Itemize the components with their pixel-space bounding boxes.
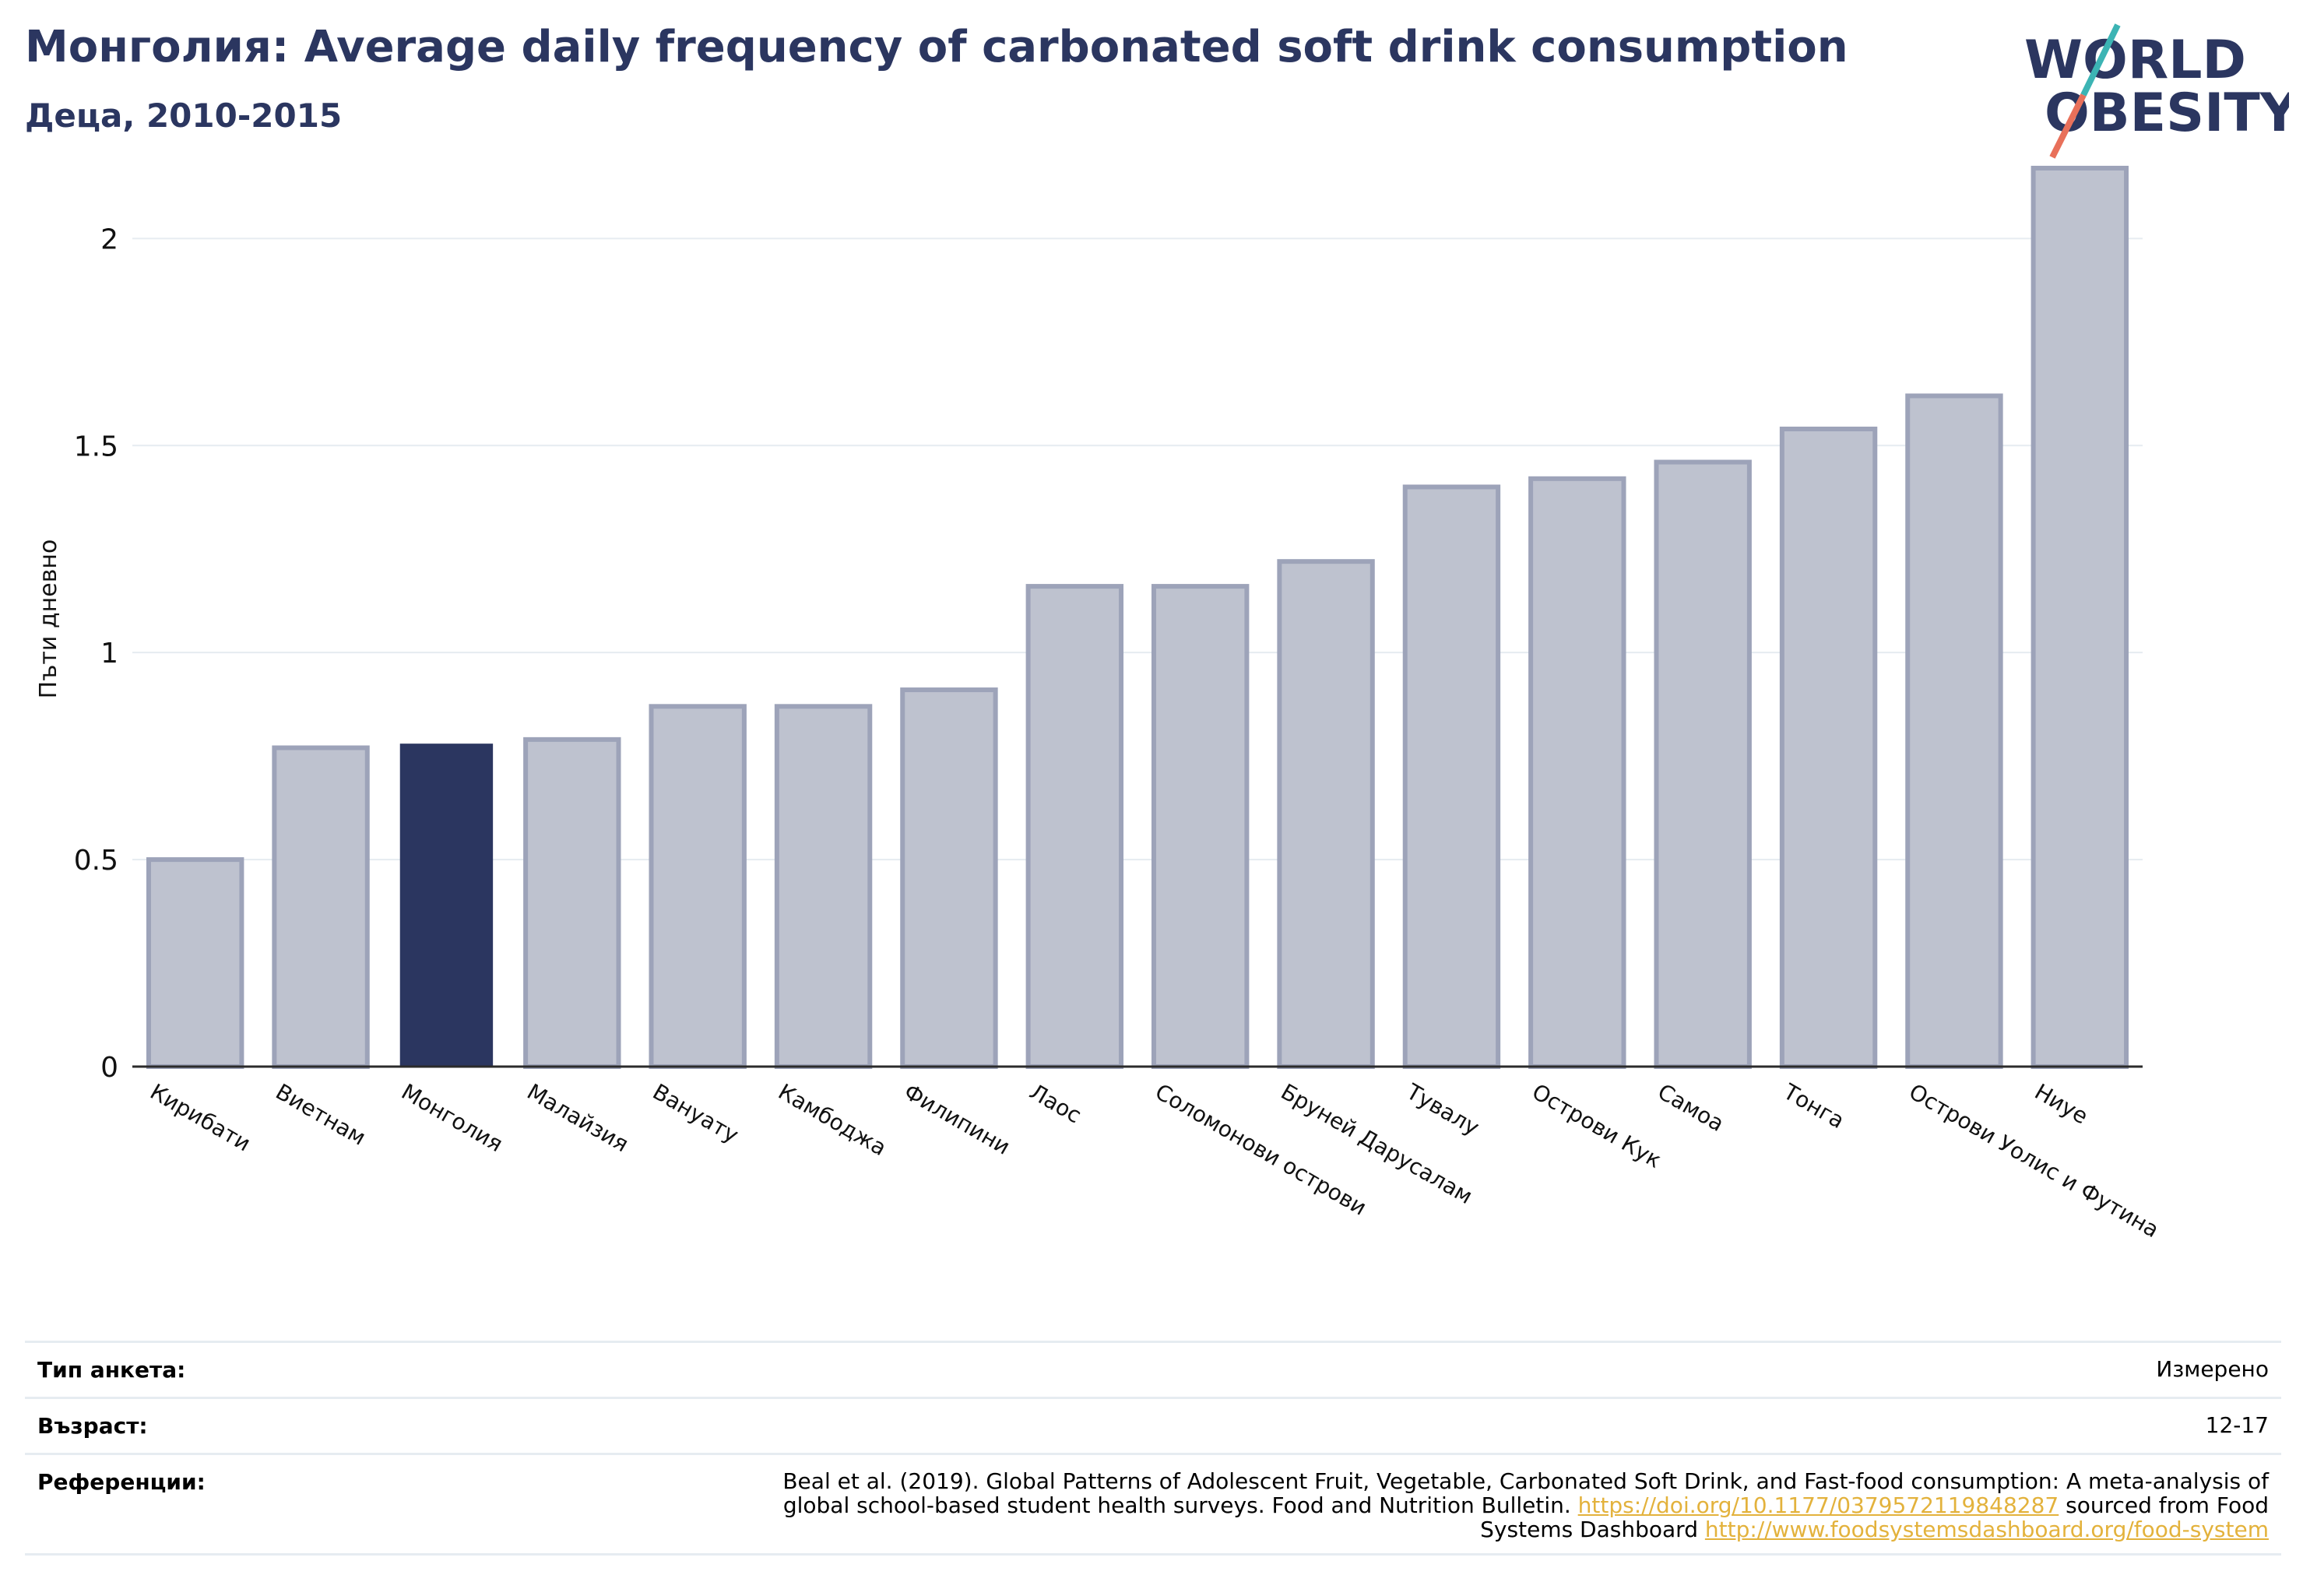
footer-row-age: Възраст: 12-17 xyxy=(25,1397,2281,1453)
footer-row-survey: Тип анкета: Измерено xyxy=(25,1341,2281,1397)
x-tick-label: Острови Уолис и Футина xyxy=(1904,1078,2163,1243)
references-label: Референции: xyxy=(37,1469,206,1495)
x-tick-label: Лаос xyxy=(1025,1078,1086,1128)
y-tick-label: 0.5 xyxy=(74,845,118,877)
chart-footer: Тип анкета: Измерено Възраст: 12-17 Рефе… xyxy=(25,1341,2281,1556)
bar xyxy=(1025,584,1124,1069)
world-obesity-logo: WORLD OBESITY xyxy=(2024,23,2289,159)
chart-subtitle: Деца, 2010-2015 xyxy=(25,97,343,135)
survey-type-label: Тип анкета: xyxy=(37,1357,186,1383)
bar xyxy=(1654,459,1752,1069)
y-tick-label: 1 xyxy=(100,638,118,670)
logo-text-world: WORLD xyxy=(2024,30,2246,91)
footer-row-references: Референции: Beal et al. (2019). Global P… xyxy=(25,1453,2281,1556)
survey-type-value: Измерено xyxy=(2156,1356,2269,1382)
bar xyxy=(900,687,998,1070)
bar xyxy=(1151,584,1250,1069)
x-tick-label: Вануату xyxy=(649,1078,744,1148)
x-tick-label: Тувалу xyxy=(1401,1078,1484,1141)
x-tick-label: Виетнам xyxy=(272,1078,371,1150)
logo-slash-bottom xyxy=(2049,93,2087,159)
x-tick-label: Тонга xyxy=(1778,1078,1848,1134)
x-axis-ticks: Кирибати Виетнам Монголия Малайзия Вануату Ка… xyxy=(146,1078,2163,1243)
bar xyxy=(523,736,621,1069)
y-axis-ticks: 0 0.5 1 1.5 2 xyxy=(74,223,118,1084)
bar xyxy=(1779,427,1878,1069)
y-axis-label: Пъти дневно xyxy=(35,540,62,699)
x-tick-label: Камбоджа xyxy=(774,1078,891,1161)
bar xyxy=(1528,476,1626,1069)
age-label: Възраст: xyxy=(37,1413,148,1439)
y-tick-label: 2 xyxy=(100,223,118,255)
bar xyxy=(1402,484,1501,1069)
reference-text: Beal et al. (2019). Global Patterns of A… xyxy=(782,1468,2269,1518)
bar xyxy=(1905,393,2003,1070)
x-tick-label: Монголия xyxy=(397,1078,508,1157)
chart-title: Монголия: Average daily frequency of car… xyxy=(25,22,1848,72)
x-tick-label: Филипини xyxy=(899,1078,1014,1159)
bar xyxy=(272,745,370,1069)
logo-slash-top xyxy=(2080,23,2121,97)
x-tick-label: Самоа xyxy=(1654,1078,1728,1137)
bar xyxy=(146,857,244,1070)
bar xyxy=(649,704,747,1069)
bar xyxy=(1277,559,1375,1069)
reference-source-text: sourced from Food Systems Dashboard xyxy=(1480,1492,2269,1542)
x-tick-label: Соломонови острови xyxy=(1151,1078,1371,1220)
bar xyxy=(774,704,873,1069)
dashboard-link[interactable]: http://www.foodsystemsdashboard.org/food… xyxy=(1704,1517,2269,1542)
bars xyxy=(146,165,2129,1070)
bar xyxy=(399,744,494,1067)
doi-link[interactable]: https://doi.org/10.1177/0379572119848287 xyxy=(1577,1492,2059,1518)
y-tick-label: 1.5 xyxy=(74,431,118,462)
x-tick-label: Острови Кук xyxy=(1528,1078,1665,1172)
x-tick-label: Ниуе xyxy=(2031,1078,2093,1129)
x-tick-label: Кирибати xyxy=(146,1078,255,1156)
y-tick-label: 0 xyxy=(100,1052,118,1084)
bar-chart: 0 0.5 1 1.5 2 Кирибати Виетнам Монголия Малайзи… xyxy=(35,165,2164,1243)
bar xyxy=(2031,165,2129,1069)
age-value: 12-17 xyxy=(2205,1412,2269,1438)
references-value: Beal et al. (2019). Global Patterns of A… xyxy=(712,1469,2269,1542)
x-tick-label: Малайзия xyxy=(522,1078,633,1157)
